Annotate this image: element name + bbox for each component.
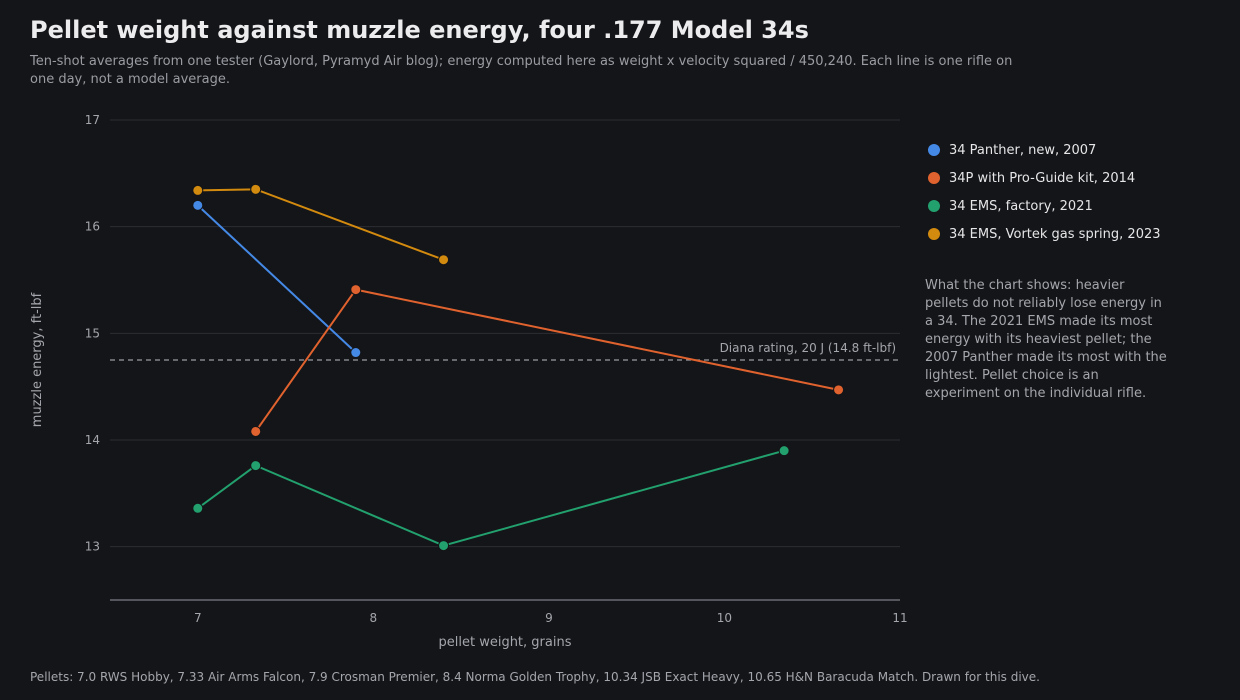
data-point	[438, 254, 450, 266]
y-tick-label: 15	[85, 326, 100, 340]
x-tick-label: 7	[194, 611, 202, 625]
legend-label: 34 EMS, Vortek gas spring, 2023	[949, 226, 1161, 242]
data-point	[778, 445, 790, 457]
legend-swatch	[928, 172, 940, 184]
y-tick-label: 16	[85, 220, 100, 234]
series-line-4	[197, 188, 444, 261]
data-point	[438, 540, 450, 552]
data-point	[192, 199, 204, 211]
legend-label: 34 EMS, factory, 2021	[949, 198, 1093, 214]
x-axis-label: pellet weight, grains	[439, 635, 572, 650]
series-line-1	[197, 204, 357, 354]
x-tick-label: 10	[717, 611, 732, 625]
chart-subtitle: Ten-shot averages from one tester (Gaylo…	[30, 54, 1013, 87]
data-point	[350, 347, 362, 359]
legend: 34 Panther, new, 2007 34P with Pro-Guide …	[928, 136, 1161, 248]
data-point	[250, 425, 262, 437]
legend-item: 34P with Pro-Guide kit, 2014	[928, 164, 1161, 192]
y-tick-label: 13	[85, 540, 100, 554]
legend-item: 34 Panther, new, 2007	[928, 136, 1161, 164]
legend-swatch	[928, 144, 940, 156]
legend-swatch	[928, 200, 940, 212]
legend-label: 34 Panther, new, 2007	[949, 142, 1097, 158]
legend-swatch	[928, 228, 940, 240]
data-point	[350, 284, 362, 296]
data-point	[192, 502, 204, 514]
data-point	[192, 184, 204, 196]
chart-footer: Pellets: 7.0 RWS Hobby, 7.33 Air Arms Fa…	[30, 670, 1040, 684]
x-tick-label: 9	[545, 611, 553, 625]
legend-item: 34 EMS, factory, 2021	[928, 192, 1161, 220]
x-tick-label: 11	[892, 611, 907, 625]
x-tick-label: 8	[370, 611, 378, 625]
y-tick-label: 17	[85, 113, 100, 127]
y-axis-label: muzzle energy, ft-lbf	[30, 292, 45, 427]
reference-line-label: Diana rating, 20 J (14.8 ft-lbf)	[720, 341, 896, 355]
data-point	[250, 183, 262, 195]
legend-label: 34P with Pro-Guide kit, 2014	[949, 170, 1136, 186]
chart-annotation-note: What the chart shows: heavier pellets do…	[925, 278, 1167, 401]
data-point	[250, 460, 262, 472]
data-point	[833, 384, 845, 396]
chart-title: Pellet weight against muzzle energy, fou…	[30, 16, 809, 44]
series-line-3	[197, 449, 785, 547]
legend-item: 34 EMS, Vortek gas spring, 2023	[928, 220, 1161, 248]
y-tick-label: 14	[85, 433, 100, 447]
